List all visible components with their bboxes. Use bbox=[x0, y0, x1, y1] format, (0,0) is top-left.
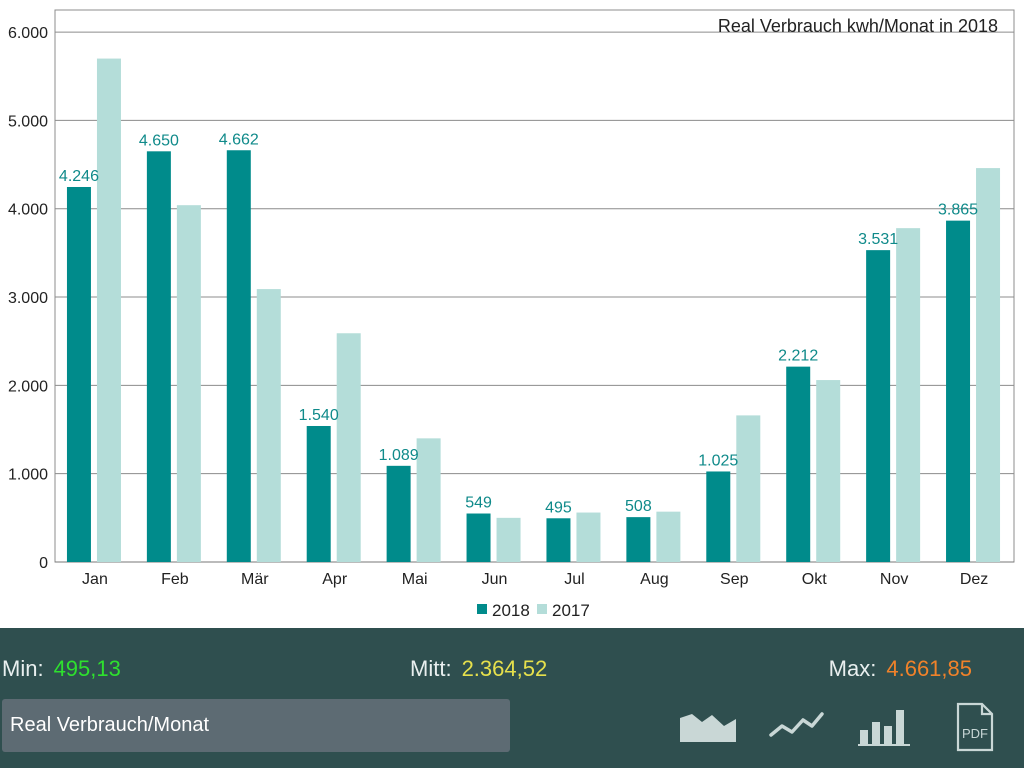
bar-2018 bbox=[786, 366, 811, 562]
bar-2018 bbox=[866, 250, 891, 562]
stat-max-label: Max: bbox=[828, 656, 877, 681]
area-chart-icon bbox=[680, 714, 736, 742]
bar-2018 bbox=[466, 513, 491, 562]
bar-2017 bbox=[96, 58, 121, 563]
legend-swatch-2017 bbox=[537, 604, 547, 614]
stat-min-value: 495,13 bbox=[53, 656, 121, 681]
x-tick-label: Jan bbox=[82, 571, 108, 588]
bar-2018 bbox=[386, 465, 411, 562]
bar-2018 bbox=[626, 517, 651, 562]
y-tick-label: 6.000 bbox=[8, 25, 48, 42]
stat-mean-label: Mitt: bbox=[410, 656, 452, 681]
data-label: 2.212 bbox=[778, 348, 818, 365]
bar-2018 bbox=[706, 471, 731, 562]
x-tick-label: Aug bbox=[640, 571, 668, 588]
x-tick-label: Apr bbox=[322, 571, 348, 588]
data-label: 4.662 bbox=[219, 131, 259, 148]
x-tick-label: Mär bbox=[241, 571, 269, 588]
bar-2017 bbox=[336, 333, 361, 562]
bottom-panel: Min: 495,13 Mitt: 2.364,52 Max: 4.661,85 Re… bbox=[0, 628, 1024, 768]
data-label: 549 bbox=[465, 495, 492, 512]
data-label: 508 bbox=[625, 498, 652, 515]
bar-2017 bbox=[656, 511, 681, 562]
legend-label-2017: 2017 bbox=[552, 601, 590, 620]
bar-2017 bbox=[496, 517, 521, 562]
bar-2017 bbox=[896, 228, 921, 563]
line-chart-button[interactable] bbox=[768, 702, 828, 752]
y-tick-label: 4.000 bbox=[8, 202, 48, 219]
stat-max: Max: 4.661,85 bbox=[829, 656, 972, 682]
data-label: 3.531 bbox=[858, 231, 898, 248]
bar-2017 bbox=[816, 380, 841, 562]
bar-2018 bbox=[226, 150, 251, 562]
data-label: 4.246 bbox=[59, 168, 99, 185]
x-tick-label: Okt bbox=[802, 571, 827, 588]
x-tick-label: Nov bbox=[880, 571, 908, 588]
pdf-export-button[interactable]: PDF bbox=[950, 700, 1000, 754]
bar-2018 bbox=[146, 151, 171, 562]
stat-mean-value: 2.364,52 bbox=[461, 656, 548, 681]
data-label: 1.540 bbox=[299, 407, 339, 424]
bar-chart-icon bbox=[858, 710, 910, 746]
bar-2018 bbox=[946, 220, 971, 563]
pdf-icon: PDF bbox=[956, 702, 994, 752]
data-label: 4.650 bbox=[139, 132, 179, 149]
stat-max-value: 4.661,85 bbox=[886, 656, 972, 681]
x-tick-label: Jun bbox=[482, 571, 508, 588]
y-tick-label: 0 bbox=[39, 555, 48, 572]
bar-2017 bbox=[576, 512, 601, 562]
x-tick-label: Sep bbox=[720, 571, 749, 588]
line-chart-icon bbox=[769, 712, 824, 737]
bar-chart-button[interactable] bbox=[856, 702, 916, 752]
data-label: 3.865 bbox=[938, 202, 978, 219]
chart-area: 0 1.000 2.000 3.000 4.000 5.000 6.000 Real Verb… bbox=[8, 9, 1015, 620]
bar-2017 bbox=[416, 438, 441, 562]
pdf-icon-label: PDF bbox=[962, 726, 988, 741]
bar-2017 bbox=[176, 205, 201, 562]
bar-2017 bbox=[976, 168, 1001, 562]
bar-2017 bbox=[736, 415, 761, 562]
x-tick-label: Mai bbox=[402, 571, 428, 588]
y-tick-label: 5.000 bbox=[8, 113, 48, 130]
legend-label-2018: 2018 bbox=[492, 601, 530, 620]
area-chart-button[interactable] bbox=[678, 702, 738, 752]
bar-2018 bbox=[66, 186, 91, 562]
bar-2017 bbox=[256, 289, 281, 562]
legend-swatch-2018 bbox=[477, 604, 487, 614]
stat-min-label: Min: bbox=[2, 656, 44, 681]
data-label: 1.025 bbox=[698, 452, 738, 469]
stat-min: Min: 495,13 bbox=[2, 656, 121, 682]
data-label: 1.089 bbox=[379, 447, 419, 464]
stat-mean: Mitt: 2.364,52 bbox=[410, 656, 547, 682]
x-tick-label: Jul bbox=[564, 571, 584, 588]
x-tick-label: Dez bbox=[960, 571, 988, 588]
bar-chart: 0 1.000 2.000 3.000 4.000 5.000 6.000 Real Verb… bbox=[8, 9, 1015, 620]
y-tick-label: 1.000 bbox=[8, 467, 48, 484]
y-tick-label: 3.000 bbox=[8, 290, 48, 307]
chart-type-select-value: Real Verbrauch/Monat bbox=[10, 714, 210, 736]
bar-2018 bbox=[306, 425, 331, 562]
y-tick-label: 2.000 bbox=[8, 378, 48, 395]
data-label: 495 bbox=[545, 499, 572, 516]
chart-type-select[interactable]: Real Verbrauch/Monat bbox=[2, 699, 510, 752]
bar-2018 bbox=[546, 518, 571, 562]
chart-title: Real Verbrauch kwh/Monat in 2018 bbox=[718, 16, 998, 36]
x-tick-label: Feb bbox=[161, 571, 189, 588]
